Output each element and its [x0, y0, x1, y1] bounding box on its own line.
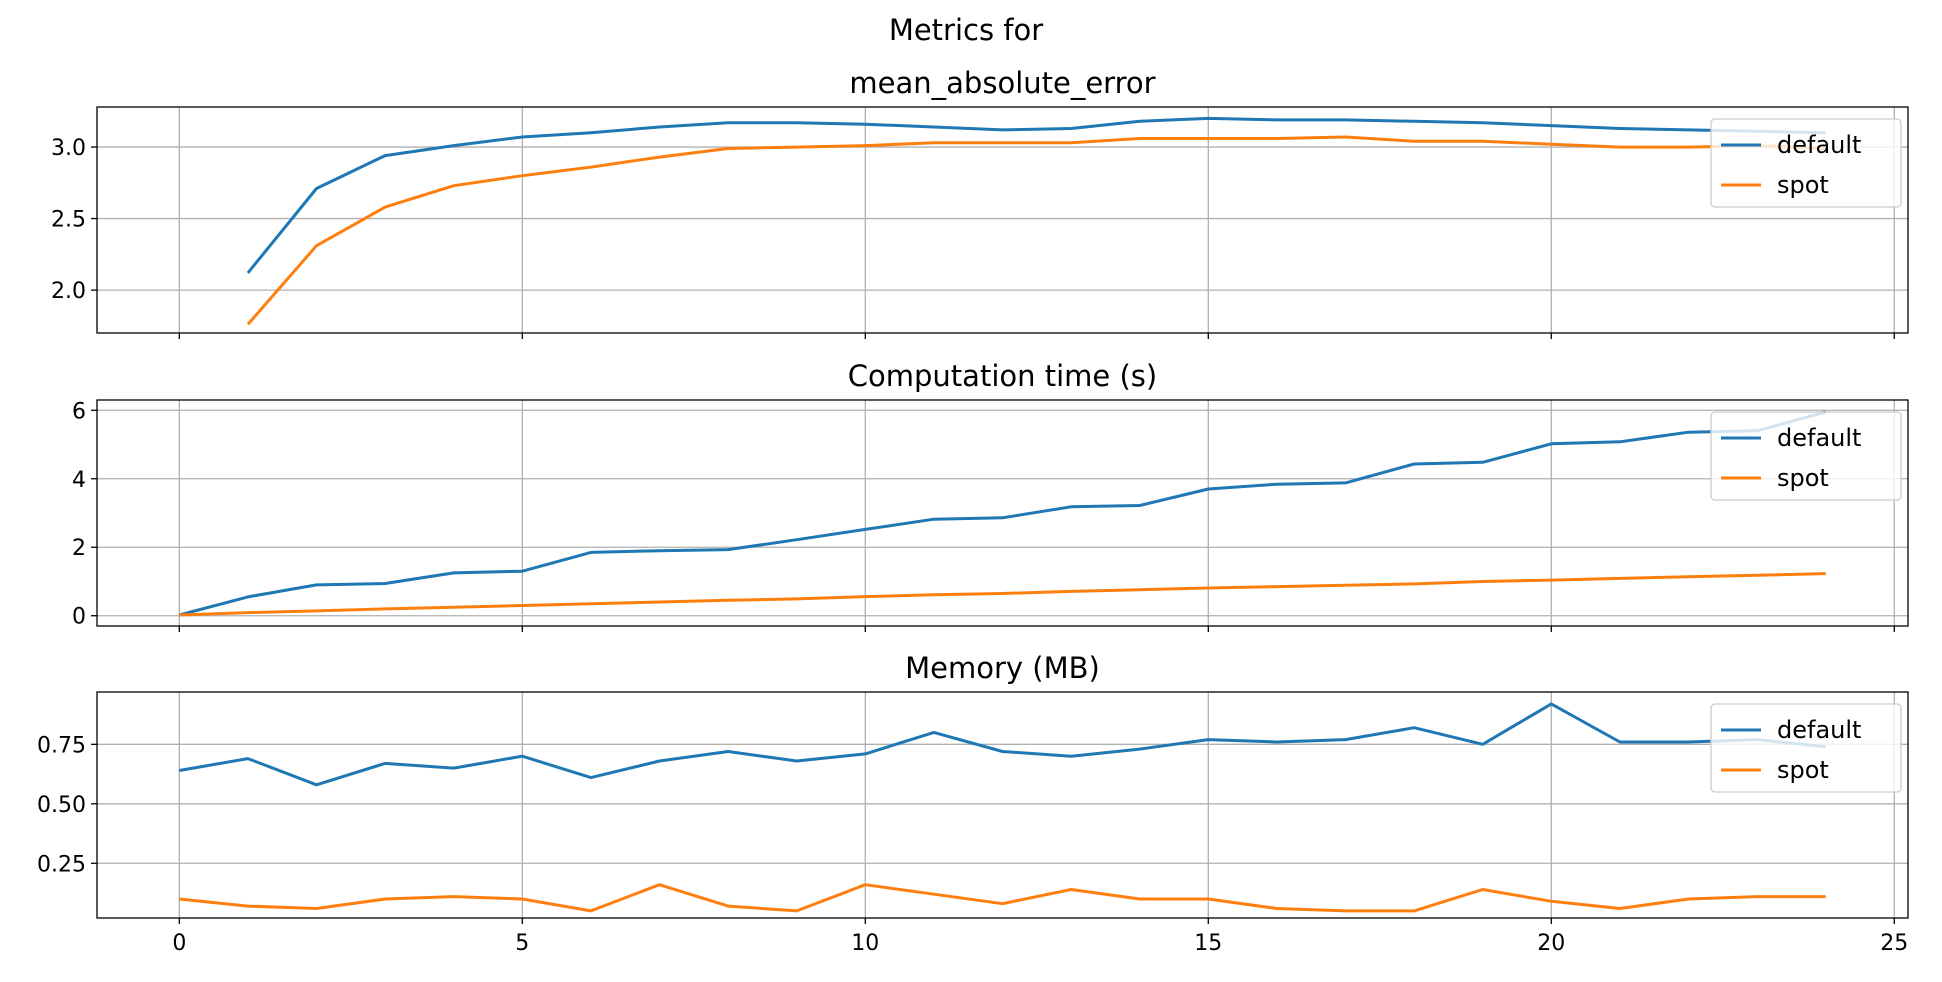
- legend-label-spot: spot: [1777, 756, 1829, 784]
- series-line-default: [178, 410, 1827, 617]
- legend: default spot: [1710, 118, 1902, 208]
- y-tick-label: 2.5: [51, 208, 86, 233]
- x-tick-label: 10: [851, 931, 879, 956]
- y-tick-label: 2: [72, 536, 86, 561]
- figure-suptitle: Metrics for: [889, 13, 1043, 47]
- y-tick-label: 2.0: [51, 279, 86, 304]
- subplot-1: mean_absolute_error 2.0 2.5 3.0 default spot: [51, 66, 1909, 339]
- legend-label-spot: spot: [1777, 171, 1829, 199]
- legend: default spot: [1710, 703, 1902, 793]
- x-tick-label: 15: [1194, 931, 1222, 956]
- subplot-3: Memory (MB) 0 5 10 15 20 25 0.25 0.50 0.75 default…: [37, 651, 1909, 956]
- series-line-default: [246, 116, 1826, 274]
- y-tick-label: 6: [72, 399, 86, 424]
- x-tick-label: 5: [515, 931, 529, 956]
- axes-frame: [96, 691, 1909, 919]
- x-tick-label: 25: [1880, 931, 1908, 956]
- x-tick-label: 0: [172, 931, 186, 956]
- legend-label-spot: spot: [1777, 464, 1829, 492]
- x-tick-label: 20: [1537, 931, 1565, 956]
- y-tick-label: 3.0: [51, 136, 86, 161]
- y-tick-label: 0.25: [37, 852, 86, 877]
- subplot-title: Computation time (s): [848, 359, 1157, 393]
- y-tick-label: 0.75: [37, 733, 86, 758]
- series-line-spot: [246, 135, 1826, 326]
- subplot-title: mean_absolute_error: [849, 66, 1155, 100]
- y-tick-label: 0.50: [37, 793, 86, 818]
- legend-label-default: default: [1777, 424, 1861, 452]
- axes-frame: [96, 106, 1909, 334]
- series-line-spot: [179, 883, 1826, 913]
- series-line-default: [179, 702, 1826, 787]
- series-line-spot: [179, 572, 1826, 617]
- legend-label-default: default: [1777, 716, 1861, 744]
- legend: default spot: [1710, 411, 1902, 501]
- y-tick-label: 0: [72, 605, 86, 630]
- axes-frame: [96, 399, 1909, 627]
- legend-label-default: default: [1777, 131, 1861, 159]
- y-tick-label: 4: [72, 468, 86, 493]
- subplot-2: Computation time (s) 0 2 4 6 default spot: [72, 359, 1909, 632]
- subplot-title: Memory (MB): [905, 651, 1100, 685]
